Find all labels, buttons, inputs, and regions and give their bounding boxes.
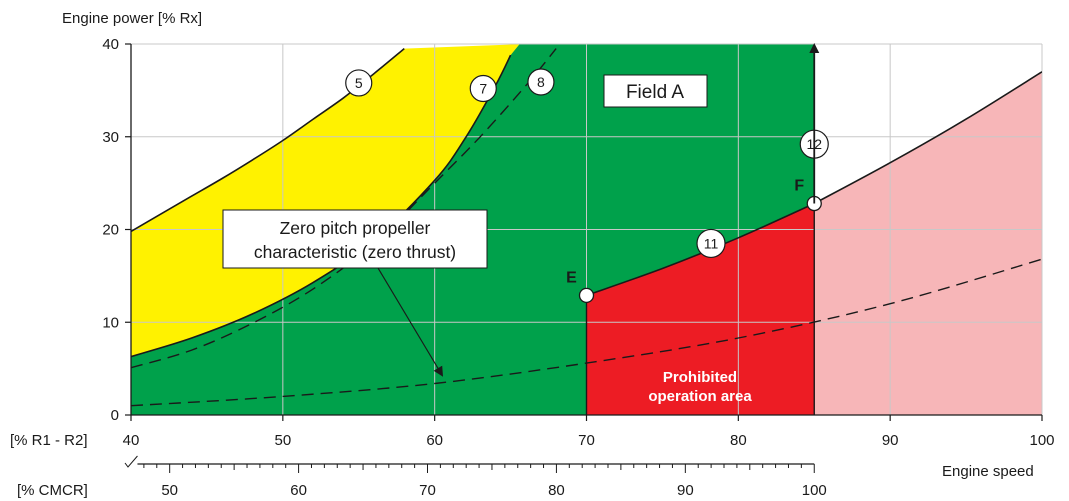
point-label-e: E [566,269,577,286]
curve-upper-limit [813,71,1042,205]
x-tick-label-50: 50 [274,432,291,449]
y-axis-label: Engine power [% Rx] [62,10,202,27]
light-pink-region [814,71,1042,415]
y-tick-label-20: 20 [102,222,119,239]
grid [131,43,1043,415]
point-e [578,287,595,304]
cmcr-tick-label-60: 60 [290,482,307,499]
zero-pitch-arrow [377,267,444,377]
cmcr-tick-label-90: 90 [677,482,694,499]
y-tick-label-40: 40 [102,36,119,53]
cmcr-ticks: 50 60 70 80 90 100 [124,455,827,499]
y-tick-label-10: 10 [102,314,119,331]
y-tick-label-0: 0 [111,407,119,424]
cmcr-tick-label-50: 50 [161,482,178,499]
yellow-region [131,44,526,357]
marker-circle-7 [469,74,497,103]
field-a-label: Field A [626,82,684,103]
x-tick-label-80: 80 [730,432,747,449]
x-tick-label-100: 100 [1029,432,1054,449]
marker-circle-11 [696,228,726,259]
zero-pitch-box [222,209,488,269]
marker-circle-8 [527,68,555,96]
cmcr-tick-label-80: 80 [548,482,565,499]
cmcr-tick-label-70: 70 [419,482,436,499]
x-tick-label-40: 40 [123,432,140,449]
marker-circle-5 [345,69,373,97]
x-ticks: 40 50 60 70 80 90 100 [123,415,1055,449]
x-tick-label-60: 60 [426,432,443,449]
field-a-box [603,74,708,108]
point-label-f: F [794,178,804,195]
marker-label-11: 11 [704,235,719,251]
cmcr-axis-label: [% CMCR] [17,482,88,499]
x-axis-label: Engine speed [942,463,1034,480]
cmcr-tick-label-100: 100 [802,482,827,499]
prohibited-region [586,203,815,415]
cmcr-axis-break [124,455,138,468]
y-ticks: 0 10 20 30 40 [102,36,131,424]
zero-pitch-label-line2: characteristic (zero thrust) [254,242,456,262]
y-tick-label-30: 30 [102,129,119,146]
marker-label-7: 7 [479,81,487,97]
x-tick-label-70: 70 [578,432,595,449]
prohibited-label-line1: Prohibited [663,369,737,386]
x-axis-unit-label: [% R1 - R2] [10,432,88,449]
prohibited-label-line2: operation area [648,388,752,405]
marker-label-8: 8 [537,74,545,90]
x-tick-label-90: 90 [882,432,899,449]
zero-pitch-label-line1: Zero pitch propeller [280,218,431,238]
marker-label-5: 5 [355,75,363,91]
